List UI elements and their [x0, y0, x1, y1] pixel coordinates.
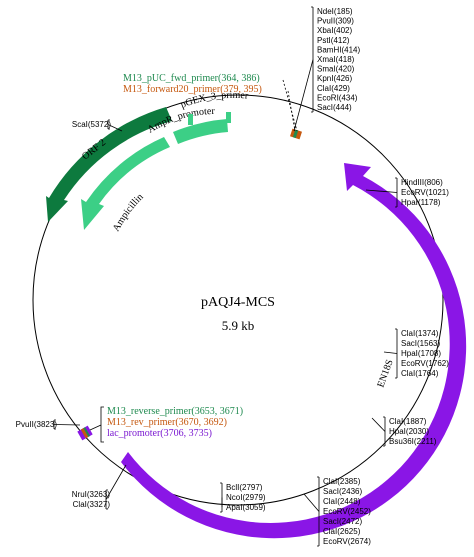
site-label: EcoRV(1021) [401, 188, 449, 197]
site-group-bottom-right: ClaI(2385)SacI(2436)ClaI(2448)EcoRV(2452… [303, 476, 371, 547]
site-label: BclI(2797) [226, 483, 263, 492]
site-leader [105, 464, 127, 500]
primer-leader [282, 79, 298, 132]
site-label: Bsu36I(2211) [389, 437, 437, 446]
site-label: BamHI(414) [317, 45, 360, 54]
site-label: ClaI(1374) [401, 329, 439, 338]
site-label: HpaI(2030) [389, 427, 429, 436]
site-label: HpaI(1708) [401, 349, 441, 358]
site-label: ClaI(2448) [323, 497, 361, 506]
ampicillin-label: Ampicillin [111, 192, 146, 234]
site-label: NdeI(185) [317, 7, 353, 16]
site-label: ClaI(2385) [323, 477, 361, 486]
site-leader [53, 424, 81, 426]
site-leader [293, 59, 314, 132]
site-leader [107, 124, 123, 132]
site-label: KpnI(426) [317, 74, 352, 83]
orf2-feature-arrow [46, 107, 172, 222]
primer-label: M13_reverse_primer(3653, 3671) [107, 406, 243, 417]
primer-label: M13_rev_primer(3670, 3692) [107, 417, 227, 428]
site-leader [371, 417, 386, 432]
plasmid-name: pAQJ4-MCS [201, 295, 275, 310]
pgex-primer-mark-2 [226, 112, 231, 123]
site-label: NruI(3263) [72, 490, 111, 499]
top-primer-labels: M13_pUC_fwd_primer(364, 386)M13_forward2… [123, 73, 298, 132]
site-label: ScaI(5372) [72, 120, 111, 129]
site-label: XmaI(418) [317, 55, 355, 64]
site-label: ClaI(1764) [401, 369, 439, 378]
site-label: XbaI(402) [317, 26, 352, 35]
site-label: ClaI(1887) [389, 417, 427, 426]
primer-label: M13_pUC_fwd_primer(364, 386) [123, 73, 260, 84]
site-label: SacI(2472) [323, 517, 362, 526]
site-label: SacI(2436) [323, 487, 362, 496]
site-label: NcoI(2979) [226, 493, 266, 502]
site-label: ClaI(2625) [323, 527, 361, 536]
primer-label: lac_promoter(3706, 3735) [107, 428, 212, 439]
ampr-promoter-feature [173, 119, 228, 144]
site-group-right-upper: HindIII(806)EcoRV(1021)HpaI(1178) [365, 177, 449, 208]
site-group-bottom-left: NruI(3263)ClaI(3327) [72, 464, 127, 510]
site-label: EcoRV(2452) [323, 507, 371, 516]
mcs-top-marker [290, 128, 302, 140]
plasmid-size: 5.9 kb [222, 318, 255, 333]
site-label: EcoRI(434) [317, 93, 358, 102]
site-leader [303, 493, 320, 512]
site-group-right-middle: ClaI(1374)SacI(1563)HpaI(1708)EcoRV(1762… [383, 328, 449, 379]
site-label: EcoRV(2674) [323, 537, 371, 546]
plasmid-backbone [32, 94, 444, 506]
site-leader [383, 351, 398, 354]
site-label: PvuII(309) [317, 17, 354, 26]
site-label: ApaI(3059) [226, 503, 266, 512]
site-label: HpaI(1178) [401, 198, 441, 207]
site-group-bottom-center: BclI(2797)NcoI(2979)ApaI(3059) [220, 482, 266, 513]
site-group-upper-left: ScaI(5372) [72, 119, 123, 132]
site-group-left: PvuII(3823) [16, 419, 81, 430]
site-label: PstI(412) [317, 36, 350, 45]
site-label: SacI(444) [317, 103, 352, 112]
primer-label: M13_forward20_primer(379, 395) [123, 84, 262, 95]
site-label: ClaI(429) [317, 84, 350, 93]
site-label: PvuII(3823) [16, 420, 58, 429]
primer-bracket [89, 406, 104, 443]
site-label: SmaI(420) [317, 65, 355, 74]
site-group-mcs-top: NdeI(185)PvuII(309)XbaI(402)PstI(412)Bam… [293, 6, 360, 132]
bottom-primer-labels: M13_reverse_primer(3653, 3671)M13_rev_pr… [89, 406, 243, 443]
site-group-right-lower: ClaI(1887)HpaI(2030)Bsu36I(2211) [371, 416, 437, 447]
fragment-label: EN18S [375, 358, 395, 389]
site-label: SacI(1563) [401, 339, 440, 348]
site-label: ClaI(3327) [73, 500, 111, 509]
lac-region-marker [77, 425, 93, 441]
site-label: HindIII(806) [401, 178, 443, 187]
primer-leader [287, 90, 296, 132]
site-leader [365, 189, 398, 193]
pgex-primer-mark-1 [188, 114, 193, 125]
ampicillin-feature-arrow [81, 137, 170, 230]
site-label: EcoRV(1762) [401, 359, 449, 368]
